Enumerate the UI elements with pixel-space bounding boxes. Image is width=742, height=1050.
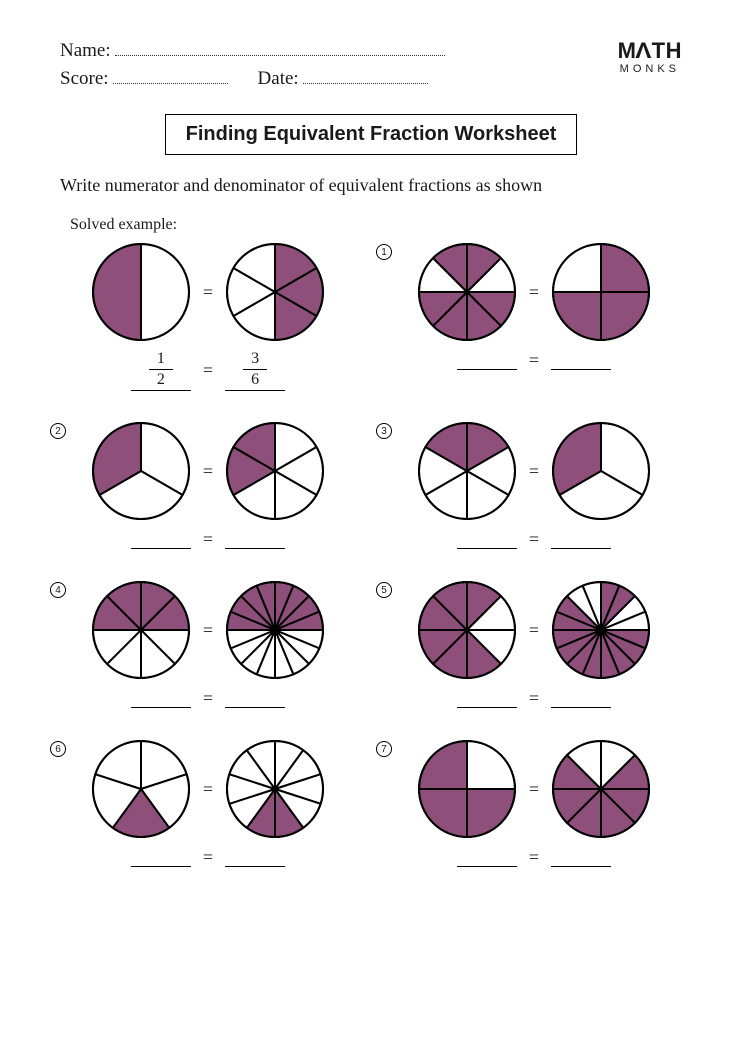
- equals-sign: =: [203, 282, 213, 303]
- equals-sign: =: [529, 350, 539, 371]
- name-line[interactable]: [115, 42, 445, 56]
- name-label: Name:: [60, 40, 111, 62]
- example-fraction-left: 1 2: [131, 350, 191, 391]
- equals-sign: =: [529, 620, 539, 641]
- equals-sign: =: [203, 779, 213, 800]
- score-label: Score:: [60, 68, 109, 90]
- equals-sign: =: [529, 282, 539, 303]
- example-pie-left: [91, 242, 191, 342]
- equals-sign: =: [529, 529, 539, 550]
- pie-left: [417, 739, 517, 839]
- pie-right: [225, 580, 325, 680]
- pie-right: [551, 739, 651, 839]
- example-label: Solved example:: [70, 216, 682, 234]
- header-fields: Name: Score: Date:: [60, 40, 598, 96]
- equals-sign: =: [203, 360, 213, 381]
- pie-left: [417, 580, 517, 680]
- score-field: Score:: [60, 68, 228, 90]
- logo-top: MΛTH: [618, 40, 682, 62]
- answer-blank-left[interactable]: [457, 849, 517, 867]
- equals-sign: =: [203, 529, 213, 550]
- date-field: Date:: [258, 68, 428, 90]
- equals-sign: =: [529, 779, 539, 800]
- answer-blank-left[interactable]: [131, 690, 191, 708]
- example-pie-right: [225, 242, 325, 342]
- date-label: Date:: [258, 68, 299, 90]
- example-problem: = 1 2 = 3 6: [60, 242, 356, 391]
- pie-right: [225, 421, 325, 521]
- answer-blank-left[interactable]: [131, 531, 191, 549]
- example-fraction-right: 3 6: [225, 350, 285, 391]
- instruction-text: Write numerator and denominator of equiv…: [60, 175, 682, 196]
- answer-blank-left[interactable]: [457, 531, 517, 549]
- problem-7: 7==: [386, 739, 682, 868]
- pie-right: [551, 580, 651, 680]
- pie-right: [225, 739, 325, 839]
- logo-m: M: [618, 38, 637, 63]
- answer-blank-right[interactable]: [551, 352, 611, 370]
- question-number: 1: [376, 244, 392, 260]
- problem-2: 2==: [60, 421, 356, 550]
- answer-blank-right[interactable]: [225, 690, 285, 708]
- pie-right: [551, 421, 651, 521]
- equals-sign: =: [529, 688, 539, 709]
- pie-left: [91, 580, 191, 680]
- problem-5: 5==: [386, 580, 682, 709]
- equals-sign: =: [203, 461, 213, 482]
- answer-blank-left[interactable]: [131, 849, 191, 867]
- score-line[interactable]: [113, 70, 228, 84]
- pie-left: [91, 739, 191, 839]
- answer-blank-right[interactable]: [551, 531, 611, 549]
- answer-blank-right[interactable]: [225, 849, 285, 867]
- equals-sign: =: [203, 620, 213, 641]
- equals-sign: =: [203, 688, 213, 709]
- example-left-num: 1: [157, 350, 165, 368]
- pie-left: [91, 421, 191, 521]
- answer-blank-left[interactable]: [457, 352, 517, 370]
- problem-3: 3==: [386, 421, 682, 550]
- example-left-den: 2: [157, 371, 165, 389]
- answer-blank-right[interactable]: [225, 531, 285, 549]
- logo: MΛTH MONKS: [618, 40, 682, 75]
- equals-sign: =: [203, 847, 213, 868]
- name-field: Name:: [60, 40, 445, 62]
- example-right-num: 3: [251, 350, 259, 368]
- date-line[interactable]: [303, 70, 428, 84]
- problems-grid: = 1 2 = 3 6 1== 2== 3== 4== 5: [60, 242, 682, 868]
- pie-left: [417, 421, 517, 521]
- logo-bottom: MONKS: [618, 64, 682, 75]
- problem-6: 6==: [60, 739, 356, 868]
- answer-blank-left[interactable]: [457, 690, 517, 708]
- problem-1: 1==: [386, 242, 682, 391]
- problem-4: 4==: [60, 580, 356, 709]
- example-right-den: 6: [251, 371, 259, 389]
- logo-th: TH: [652, 38, 682, 63]
- pie-left: [417, 242, 517, 342]
- logo-lambda: Λ: [636, 40, 653, 62]
- answer-blank-right[interactable]: [551, 849, 611, 867]
- answer-blank-right[interactable]: [551, 690, 611, 708]
- equals-sign: =: [529, 461, 539, 482]
- worksheet-title: Finding Equivalent Fraction Worksheet: [165, 114, 578, 155]
- header: Name: Score: Date: MΛTH MONKS: [60, 40, 682, 96]
- equals-sign: =: [529, 847, 539, 868]
- pie-right: [551, 242, 651, 342]
